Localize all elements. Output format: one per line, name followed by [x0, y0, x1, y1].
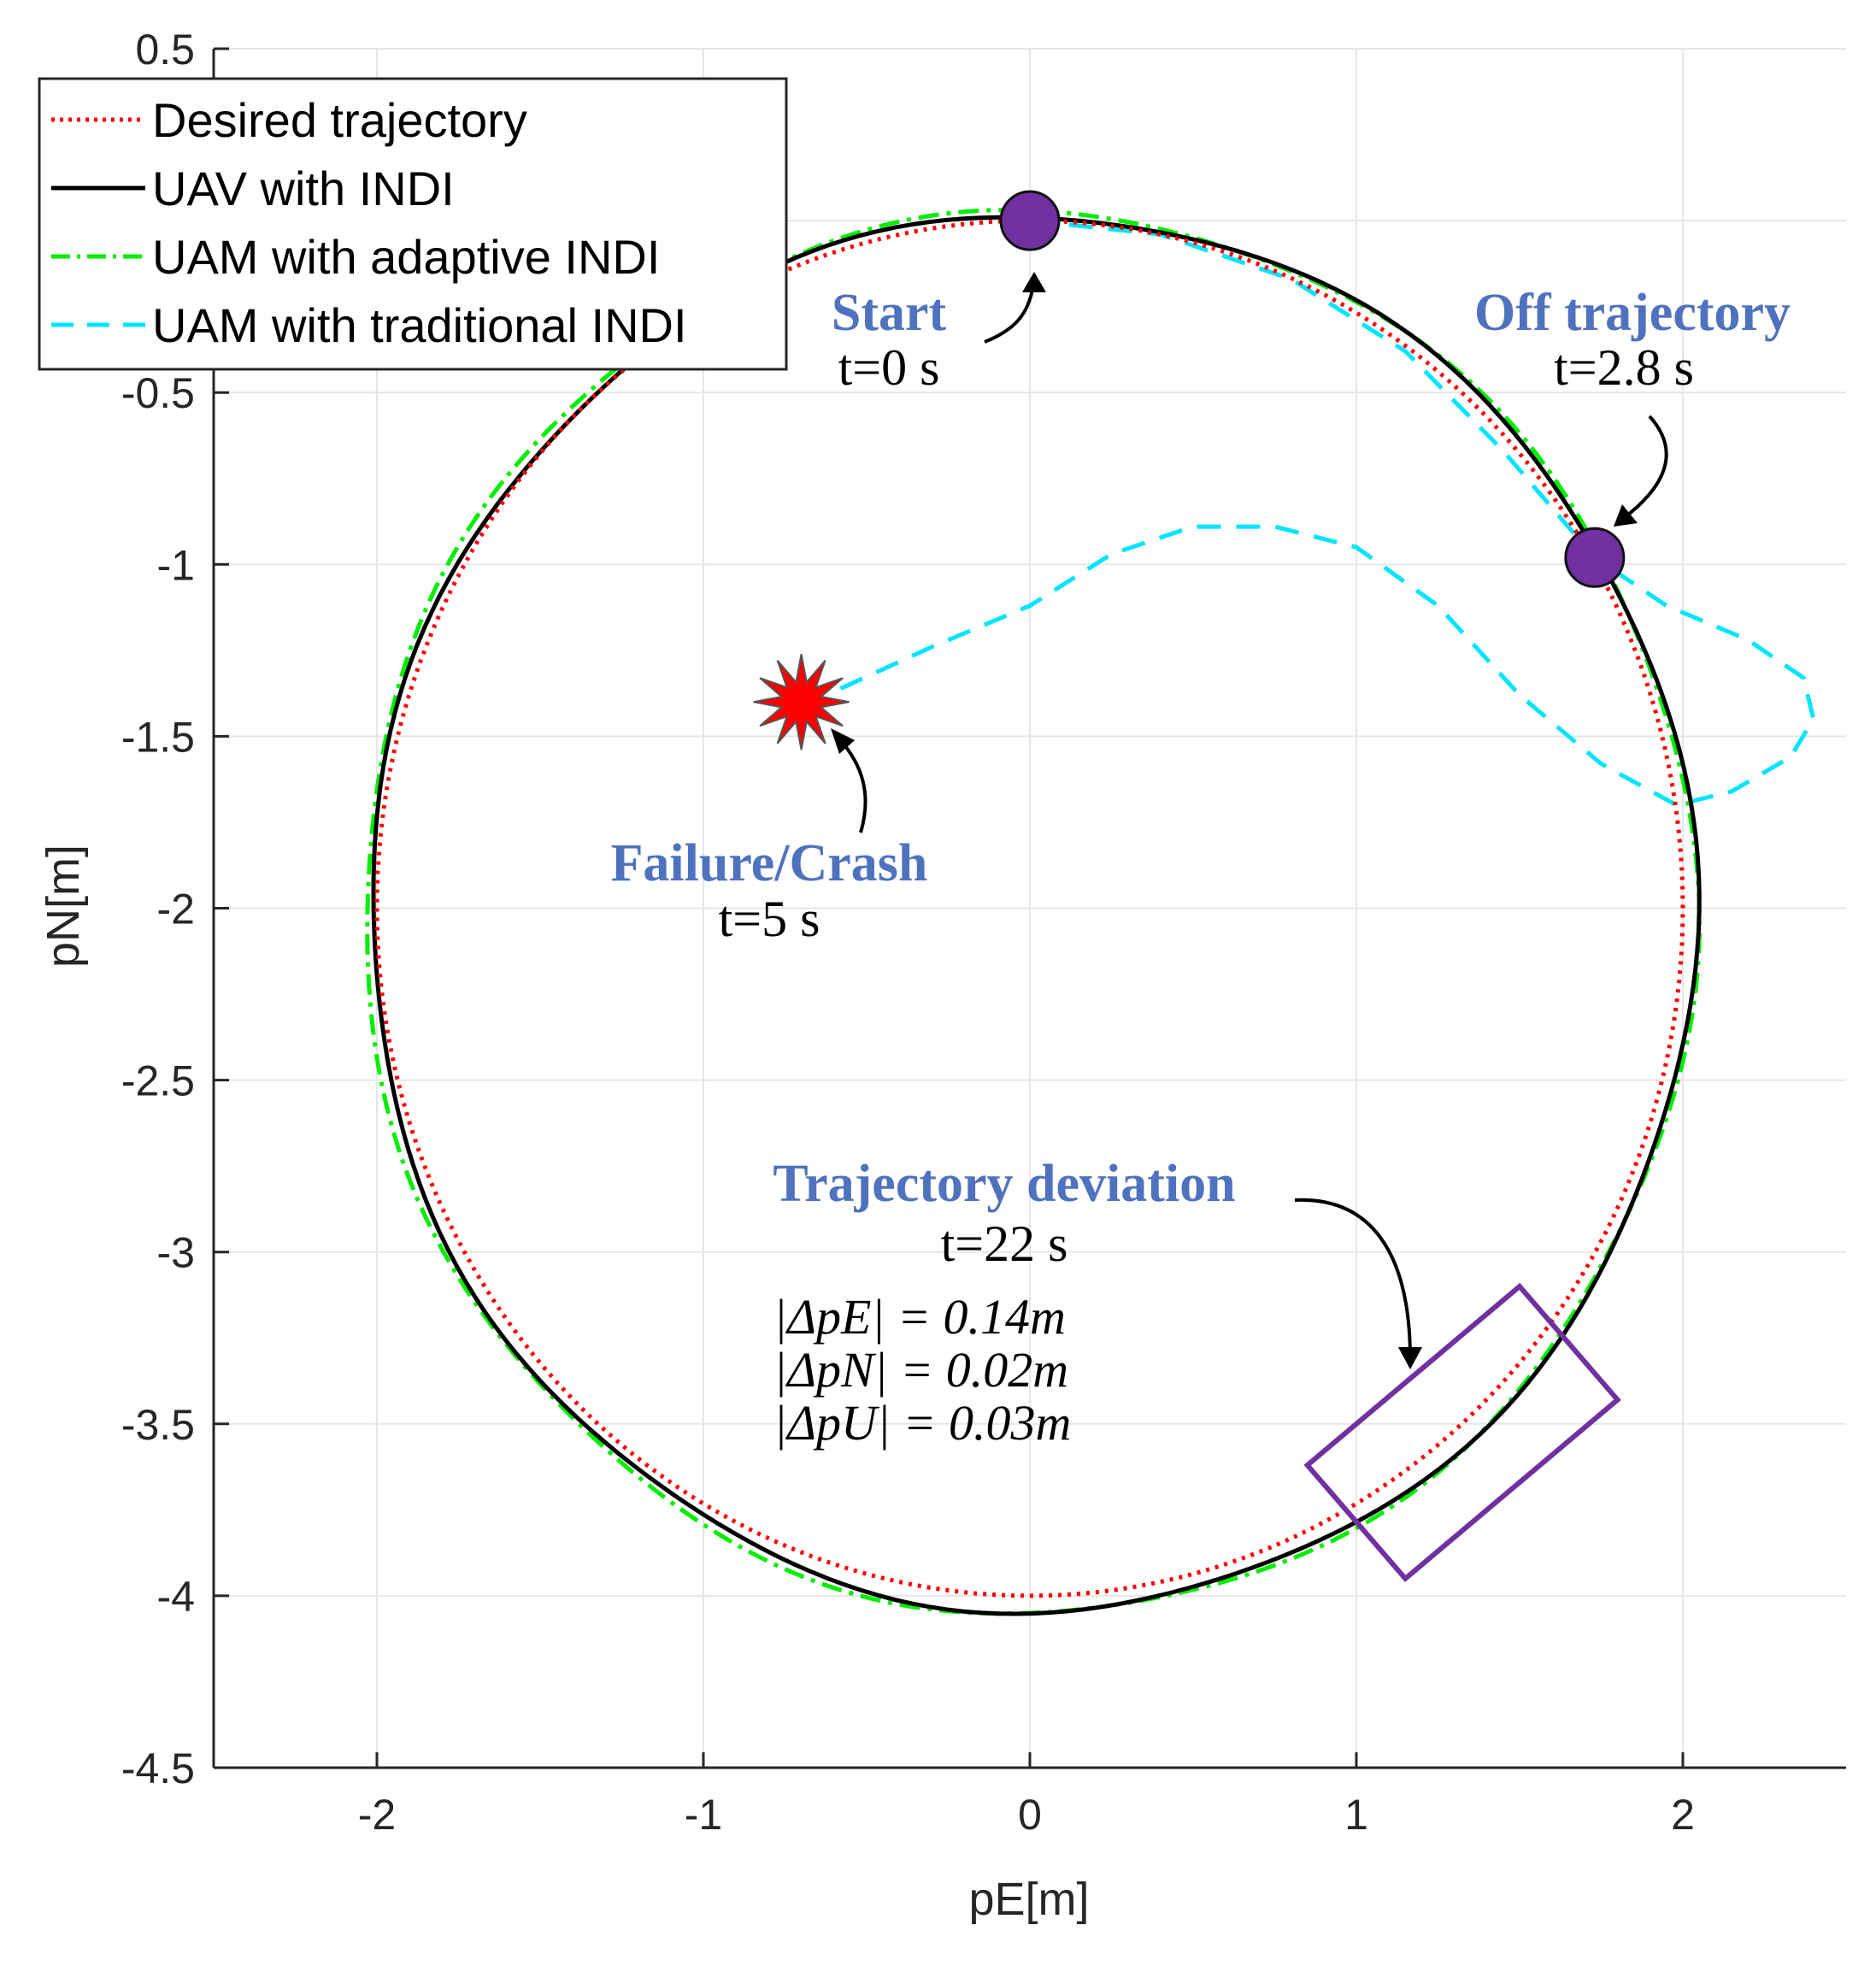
x-tick-label-2: 0 [1018, 1791, 1042, 1839]
y-tick-label-10: -4.5 [121, 1745, 195, 1792]
crash-marker [753, 654, 850, 750]
off-trajectory-arrow [1622, 415, 1668, 520]
y-tick-label-5: -2 [157, 886, 195, 933]
y-tick-label-4: -1.5 [121, 713, 195, 761]
y-tick-label-9: -4 [157, 1573, 195, 1621]
off-trajectory-marker [1564, 527, 1626, 588]
x-tick-label-4: 2 [1671, 1791, 1695, 1839]
y-tick-label-7: -3 [157, 1229, 195, 1277]
legend-label-traditional: UAM with traditional INDI [152, 298, 687, 352]
y-tick-label-6: -2.5 [121, 1057, 195, 1105]
x-tick-label-3: 1 [1344, 1791, 1368, 1839]
x-tick-label-1: -1 [685, 1791, 722, 1839]
series-group [365, 208, 1816, 1616]
crash-time: t=5 s [719, 891, 820, 947]
start-marker [999, 190, 1061, 251]
deviation-pu: |ΔpU| = 0.03m [773, 1395, 1071, 1451]
legend-box [38, 77, 788, 371]
series-line-1 [371, 215, 1702, 1616]
series-line-3 [832, 218, 1816, 808]
y-axis-label: pN[m] [38, 845, 89, 968]
x-tick-label-0: -2 [358, 1791, 396, 1839]
legend-label-uav: UAV with INDI [152, 162, 455, 215]
y-tick-label-8: -3.5 [121, 1401, 195, 1449]
deviation-title: Trajectory deviation [773, 1155, 1235, 1213]
start-title: Start [832, 284, 947, 342]
deviation-arrow [1294, 1198, 1412, 1360]
start-arrow-head [1022, 272, 1046, 292]
legend-label-desired: Desired trajectory [152, 93, 527, 147]
arrow-heads [831, 272, 1638, 1369]
off-trajectory-time: t=2.8 s [1554, 339, 1694, 396]
deviation-pn: |ΔpN| = 0.02m [773, 1342, 1068, 1398]
y-tick-label-0: 0.5 [135, 26, 195, 74]
legend: Desired trajectory UAV with INDI UAM wit… [38, 77, 788, 371]
grid [214, 48, 1846, 1769]
off-arrow-head [1614, 504, 1638, 527]
deviation-pe: |ΔpE| = 0.14m [773, 1289, 1066, 1345]
x-axis-label: pE[m] [968, 1874, 1089, 1925]
crash-title: Failure/Crash [611, 834, 928, 892]
crash-arrow-head [831, 728, 855, 754]
off-trajectory-title: Off trajectory [1474, 284, 1791, 342]
deviation-time: t=22 s [941, 1216, 1068, 1272]
y-tick-label-3: -1 [157, 541, 195, 589]
y-tick-label-2: -0.5 [121, 369, 195, 417]
legend-label-adaptive: UAM with adaptive INDI [152, 230, 660, 284]
start-time: t=0 s [838, 339, 940, 396]
deviation-arrow-head [1398, 1347, 1422, 1369]
deviation-box [1303, 1282, 1621, 1583]
markers [753, 190, 1626, 1583]
